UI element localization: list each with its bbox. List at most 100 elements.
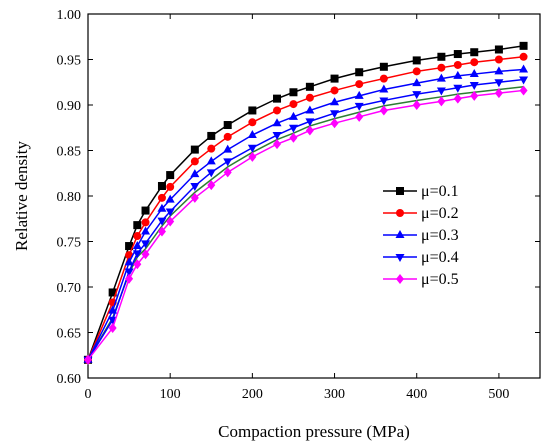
series-line [87,45,524,361]
series-layer [83,41,529,365]
legend-marker [396,187,404,195]
legend-label: μ=0.1 [421,183,459,200]
y-tick-label: 0.95 [57,54,82,69]
data-point [453,60,462,69]
data-point [132,250,142,259]
data-point [133,221,142,230]
data-point [84,354,92,365]
data-point [453,93,462,104]
data-point [453,50,462,59]
unlabelled-line [87,86,524,361]
y-tick-label: 0.65 [57,327,82,342]
data-point [436,87,446,96]
data-point [355,68,364,77]
data-point [436,73,446,82]
data-point [289,132,298,143]
data-point [289,88,298,97]
x-tick-label: 300 [324,387,345,402]
data-point [166,216,175,227]
data-point [437,52,446,61]
data-point [412,78,422,87]
x-tick-label: 0 [85,387,92,402]
data-point [132,241,142,250]
data-point [223,132,232,141]
data-point [305,93,314,102]
data-point [141,226,151,235]
x-tick-label: 400 [406,387,427,402]
data-point [247,144,257,153]
legend-marker [395,254,405,262]
legend-label: μ=0.4 [421,249,459,266]
legend: μ=0.1 μ=0.2 μ=0.3 μ=0.4 μ=0.5 [383,183,459,288]
x-axis-title: Compaction pressure (MPa) [218,422,410,441]
data-point [190,182,200,191]
data-point [190,145,199,154]
data-point [470,58,479,67]
data-point [141,218,150,227]
data-point [289,100,298,109]
data-point [305,118,315,127]
y-tick-label: 0.85 [57,145,82,160]
legend-item: μ=0.2 [383,205,459,222]
data-point [519,52,528,61]
legend-marker [396,209,404,217]
data-point [165,194,175,203]
data-point [330,97,340,106]
data-point [469,81,479,90]
data-point [223,167,232,178]
data-point [157,217,167,226]
data-point [379,105,388,116]
data-point [273,139,282,150]
data-point [494,55,503,64]
data-point [141,249,150,260]
data-point [190,192,199,203]
data-point [207,131,216,140]
series-3 [83,64,529,363]
data-point [355,111,364,122]
data-point [288,111,298,120]
data-point [206,169,216,178]
data-point [248,151,257,162]
data-point [108,288,117,297]
y-tick-label: 0.80 [57,190,82,205]
series-2 [84,52,528,364]
data-point [133,232,142,241]
series-line [87,89,524,361]
data-point [124,268,134,277]
data-point [305,82,314,91]
data-point [207,144,216,153]
series-4 [83,76,529,365]
series-1 [84,41,528,364]
data-point [272,132,282,141]
data-point [248,106,257,115]
data-point [223,121,232,130]
data-point [190,157,199,166]
data-point [494,88,503,99]
x-tick-label: 200 [242,387,263,402]
data-point [469,69,479,78]
data-point [124,257,134,266]
data-point [248,118,257,127]
x-tick-label: 500 [488,387,509,402]
data-point [166,182,175,191]
data-point [125,242,134,251]
data-point [412,56,421,65]
data-point [190,169,200,178]
data-point [330,86,339,95]
data-point [125,273,134,284]
data-point [519,64,529,73]
data-point [355,80,364,89]
data-point [379,74,388,83]
data-point [273,106,282,115]
data-point [223,158,233,167]
data-point [519,85,528,96]
series-5 [84,85,528,365]
legend-marker [396,274,404,284]
y-tick-label: 0.75 [57,236,82,251]
data-point [330,118,339,129]
data-point [108,322,117,333]
data-point [133,259,142,270]
data-point [453,70,463,79]
legend-item: μ=0.1 [383,183,459,200]
